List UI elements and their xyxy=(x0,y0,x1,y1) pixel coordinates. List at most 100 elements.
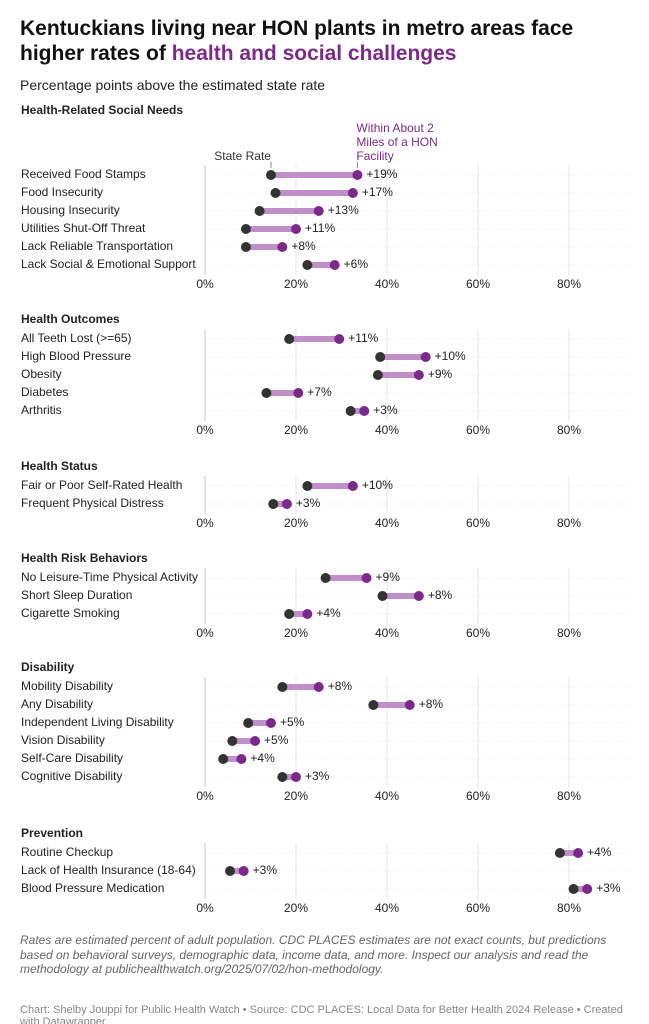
state-dot xyxy=(225,866,236,876)
x-tick-label: 20% xyxy=(284,277,308,291)
row-label: Frequent Physical Distress xyxy=(21,496,164,510)
x-tick-label: 20% xyxy=(284,516,308,530)
state-dot xyxy=(375,352,386,362)
x-tick-label: 0% xyxy=(196,277,214,291)
x-tick-label: 60% xyxy=(466,516,490,530)
difference-label: +3% xyxy=(596,881,621,895)
x-tick-label: 0% xyxy=(196,516,214,530)
x-tick-label: 60% xyxy=(466,626,490,640)
state-dot xyxy=(265,170,276,180)
title-highlight: health and social challenges xyxy=(171,42,457,65)
near-dot xyxy=(250,736,261,746)
near-dot xyxy=(582,884,593,894)
state-dot xyxy=(218,754,229,764)
x-tick-label: 40% xyxy=(375,516,399,530)
title: Kentuckians living near HON plants in me… xyxy=(20,16,630,66)
difference-label: +8% xyxy=(419,697,444,711)
panel-title: Health Status xyxy=(21,459,98,473)
state-dot xyxy=(240,242,251,252)
row-label: No Leisure-Time Physical Activity xyxy=(21,570,198,584)
difference-label: +4% xyxy=(587,845,612,859)
difference-label: +8% xyxy=(428,588,453,602)
row-label: Self-Care Disability xyxy=(21,751,123,765)
row-label: Housing Insecurity xyxy=(21,203,120,217)
panel-title: Prevention xyxy=(21,826,83,840)
state-dot xyxy=(277,682,288,692)
difference-label: +3% xyxy=(296,496,321,510)
near-dot xyxy=(291,224,301,234)
row-label: Any Disability xyxy=(21,697,93,711)
x-tick-label: 60% xyxy=(466,789,490,803)
row-label: Cigarette Smoking xyxy=(21,606,120,620)
near-dot xyxy=(413,370,424,380)
near-dot xyxy=(573,848,584,858)
x-tick-label: 0% xyxy=(196,626,214,640)
near-dot xyxy=(281,499,292,509)
difference-label: +3% xyxy=(373,403,398,417)
x-tick-label: 0% xyxy=(196,901,214,915)
row-label: Diabetes xyxy=(21,385,68,399)
near-dot xyxy=(277,242,288,252)
x-tick-label: 40% xyxy=(375,901,399,915)
credit: Chart: Shelby Jouppi for Public Health W… xyxy=(20,1004,623,1024)
row-label: Fair or Poor Self-Rated Health xyxy=(21,478,182,492)
row-label: Routine Checkup xyxy=(21,845,113,859)
near-dot xyxy=(291,772,301,782)
difference-label: +11% xyxy=(348,331,378,345)
difference-label: +17% xyxy=(362,185,393,199)
near-dot xyxy=(361,573,372,583)
near-dot xyxy=(302,609,313,619)
row-label: Arthritis xyxy=(21,403,62,417)
x-tick-label: 20% xyxy=(284,423,308,437)
note: Rates are estimated percent of adult pop… xyxy=(20,933,607,976)
x-tick-label: 40% xyxy=(375,789,399,803)
state-dot xyxy=(554,848,565,858)
difference-label: +3% xyxy=(305,769,330,783)
difference-label: +4% xyxy=(250,751,275,765)
difference-label: +10% xyxy=(362,478,393,492)
difference-label: +8% xyxy=(328,679,353,693)
panel-title: Health-Related Social Needs xyxy=(21,103,183,117)
difference-label: +10% xyxy=(435,349,466,363)
near-dot xyxy=(329,260,340,270)
near-dot xyxy=(238,866,249,876)
near-dot xyxy=(359,406,370,416)
x-tick-label: 40% xyxy=(375,423,399,437)
row-label: Vision Disability xyxy=(21,733,105,747)
near-dot xyxy=(347,481,358,491)
near-dot xyxy=(265,718,276,728)
x-tick-label: 40% xyxy=(375,277,399,291)
state-dot xyxy=(302,260,313,270)
subtitle: Percentage points above the estimated st… xyxy=(20,77,326,93)
near-dot xyxy=(413,591,424,601)
state-dot xyxy=(377,591,388,601)
state-dot xyxy=(261,388,272,398)
difference-label: +19% xyxy=(366,167,397,181)
row-label: Utilities Shut-Off Threat xyxy=(21,221,146,235)
near-dot xyxy=(334,334,345,344)
state-dot xyxy=(243,718,254,728)
difference-label: +3% xyxy=(253,863,278,877)
near-dot xyxy=(347,188,358,198)
x-tick-label: 60% xyxy=(466,277,490,291)
x-tick-label: 80% xyxy=(557,277,581,291)
x-tick-label: 80% xyxy=(557,789,581,803)
row-label: Blood Pressure Medication xyxy=(21,881,164,895)
state-dot xyxy=(268,499,279,509)
x-tick-label: 20% xyxy=(284,626,308,640)
row-label: Lack of Health Insurance (18-64) xyxy=(21,863,196,877)
state-dot xyxy=(254,206,265,216)
difference-label: +9% xyxy=(376,570,401,584)
near-dot xyxy=(420,352,431,362)
x-tick-label: 20% xyxy=(284,901,308,915)
row-label: Obesity xyxy=(21,367,62,381)
x-tick-label: 80% xyxy=(557,901,581,915)
row-label: Independent Living Disability xyxy=(21,715,174,729)
state-dot xyxy=(284,334,295,344)
difference-label: +9% xyxy=(428,367,453,381)
difference-label: +4% xyxy=(316,606,341,620)
x-tick-label: 60% xyxy=(466,423,490,437)
x-tick-label: 0% xyxy=(196,423,214,437)
